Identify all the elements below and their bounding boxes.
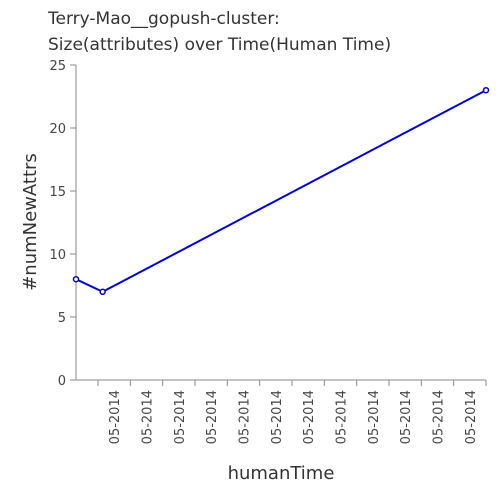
y-tick-label: 0	[58, 374, 66, 389]
y-tick-label: 25	[49, 59, 66, 74]
y-tick-label: 20	[49, 122, 66, 137]
x-tick-label: 05-2014	[399, 390, 414, 444]
chart-title-line-1: Terry-Mao__gopush-cluster:	[47, 9, 280, 29]
x-tick-label: 05-2014	[205, 390, 220, 444]
data-point	[99, 288, 106, 296]
x-axis-label: humanTime	[228, 463, 335, 484]
y-axis-ticks: 0 5 10 15 20 25	[49, 59, 76, 389]
x-axis-ticks: 05-2014 05-2014 05-2014 05-2014 05-2014 05-20…	[97, 380, 487, 444]
series-line	[75, 89, 487, 293]
x-tick-label: 05-2014	[238, 390, 253, 444]
x-tick-label: 05-2014	[367, 390, 382, 444]
chart-title-line-2: Size(attributes) over Time(Human Time)	[48, 35, 391, 55]
x-tick-label: 05-2014	[141, 390, 156, 444]
series-layer	[72, 86, 490, 296]
y-tick-label: 15	[49, 185, 66, 200]
x-tick-label: 05-2014	[270, 390, 285, 444]
y-axis-label: #numNewAttrs	[20, 153, 41, 291]
data-point	[482, 86, 490, 94]
x-tick-label: 05-2014	[108, 390, 123, 444]
x-tick-label: 05-2014	[302, 390, 317, 444]
data-point	[72, 275, 80, 283]
y-tick-label: 10	[49, 248, 66, 263]
y-tick-label: 5	[58, 311, 66, 326]
x-tick-label: 05-2014	[173, 390, 188, 444]
x-tick-label: 05-2014	[432, 390, 447, 444]
x-tick-label: 05-2014	[335, 390, 350, 444]
x-tick-label: 05-2014	[464, 390, 479, 444]
